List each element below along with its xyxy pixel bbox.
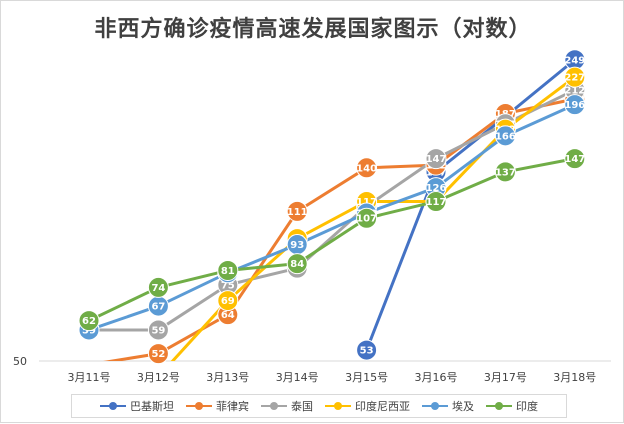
series-line-3 — [87, 88, 577, 332]
data-point — [286, 200, 308, 222]
series-line-6 — [87, 157, 577, 323]
legend-label: 菲律宾 — [216, 400, 249, 413]
data-label: 59 — [151, 325, 165, 336]
data-label: 137 — [495, 167, 516, 178]
data-label: 212 — [564, 85, 585, 96]
data-label: 81 — [221, 266, 235, 277]
data-label: 93 — [290, 240, 304, 251]
data-label: 75 — [221, 280, 235, 291]
legend-item: 印度尼西亚 — [325, 398, 410, 414]
data-point — [425, 148, 447, 170]
x-tick-label: 3月14号 — [276, 371, 319, 384]
legend: 巴基斯坦 菲律宾 泰国 印度尼西亚 埃及 印度 — [71, 394, 567, 418]
x-tick-label: 3月12号 — [137, 371, 180, 384]
x-tick-label: 3月15号 — [345, 371, 388, 384]
data-label: 196 — [564, 100, 585, 111]
x-tick-label: 3月11号 — [68, 371, 111, 384]
data-label: 74 — [151, 283, 165, 294]
data-label: 111 — [287, 207, 308, 218]
y-tick-label: 50 — [13, 355, 27, 368]
data-label: 147 — [426, 154, 447, 165]
data-point — [147, 276, 169, 298]
legend-swatch — [325, 401, 351, 411]
data-point — [564, 66, 586, 88]
data-label: 166 — [495, 131, 516, 142]
data-label: 53 — [360, 346, 374, 357]
series-line-2 — [103, 97, 577, 361]
legend-item: 巴基斯坦 — [100, 398, 174, 414]
legend-swatch — [100, 401, 126, 411]
data-point — [356, 157, 378, 179]
data-point — [564, 94, 586, 116]
data-point — [564, 148, 586, 170]
chart-title: 非西方确诊疫情高速发展国家图示（对数） — [94, 17, 532, 42]
data-point — [147, 319, 169, 341]
legend-item: 泰国 — [261, 398, 313, 414]
series-line-5 — [87, 103, 577, 332]
legend-item: 印度 — [486, 398, 538, 414]
legend-label: 印度 — [516, 400, 538, 413]
legend-swatch — [422, 401, 448, 411]
data-point — [286, 253, 308, 275]
data-point — [494, 125, 516, 147]
legend-label: 埃及 — [452, 400, 474, 413]
data-label: 67 — [151, 302, 165, 313]
legend-label: 印度尼西亚 — [355, 400, 410, 413]
data-label: 84 — [290, 259, 304, 270]
data-point — [217, 290, 239, 312]
x-tick-label: 3月18号 — [553, 371, 596, 384]
series-line-1 — [365, 58, 577, 352]
data-label: 64 — [221, 310, 235, 321]
legend-swatch — [486, 401, 512, 411]
x-tick-label: 3月16号 — [415, 371, 458, 384]
data-point — [494, 161, 516, 183]
data-point — [217, 259, 239, 281]
legend-item: 菲律宾 — [186, 398, 249, 414]
data-label: 69 — [221, 296, 235, 307]
data-label: 126 — [426, 183, 447, 194]
legend-item: 埃及 — [422, 398, 474, 414]
data-label: 117 — [356, 197, 377, 208]
data-label: 227 — [564, 73, 585, 84]
data-label: 249 — [564, 55, 585, 66]
data-point — [356, 207, 378, 229]
data-point — [78, 310, 100, 332]
data-label: 107 — [356, 214, 377, 225]
data-label: 52 — [151, 349, 165, 360]
x-tick-label: 3月17号 — [484, 371, 527, 384]
data-point — [356, 339, 378, 361]
legend-label: 泰国 — [291, 400, 313, 413]
data-label: 117 — [426, 197, 447, 208]
data-label: 147 — [564, 154, 585, 165]
data-label: 140 — [356, 163, 377, 174]
x-tick-label: 3月13号 — [206, 371, 249, 384]
data-point — [147, 343, 169, 365]
legend-swatch — [261, 401, 287, 411]
legend-swatch — [186, 401, 212, 411]
legend-label: 巴基斯坦 — [130, 400, 174, 413]
data-label: 62 — [82, 316, 96, 327]
data-point — [425, 190, 447, 212]
